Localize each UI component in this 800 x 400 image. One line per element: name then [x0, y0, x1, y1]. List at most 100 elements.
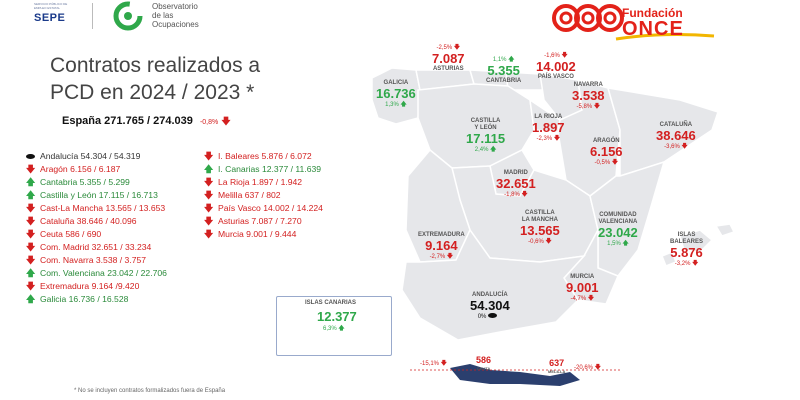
arrow-down-icon: 🡇: [26, 164, 36, 174]
list-item-text: Galicia 16.736 / 16.528: [40, 294, 129, 304]
arrow-up-icon: 🡅: [26, 177, 36, 187]
arrow-down-icon: 🡇: [204, 151, 214, 161]
list-item-text: Cast-La Mancha 13.565 / 13.653: [40, 203, 166, 213]
canarias-name: ISLAS CANARIAS: [305, 300, 357, 306]
map-cataluna: [606, 87, 719, 178]
arrow-down-icon: 🡇: [204, 216, 214, 226]
region-paisvasco: -1,6% 🡇 14.002 PAÍS VASCO: [536, 53, 576, 80]
list-item: 🡅 Cantabria 5.355 / 5.299: [26, 176, 167, 189]
list-item-text: Murcia 9.001 / 9.444: [218, 229, 297, 239]
footnote: * No se incluyen contratos formalizados …: [74, 388, 226, 394]
list-item-text: Ceuta 586 / 690: [40, 229, 102, 239]
arrow-down-icon: 🡇: [692, 261, 699, 267]
arrow-down-icon: 🡇: [204, 177, 214, 187]
canarias-inset: ISLAS CANARIAS 12.377 6,3% 🡅: [276, 296, 392, 356]
list-item: 🡇 Cast-La Mancha 13.565 / 13.653: [26, 202, 167, 215]
map-africa-coast: [450, 364, 580, 386]
observatorio-line2: de las: [152, 11, 174, 20]
arrow-down-icon: 🡇: [204, 203, 214, 213]
sepe-label: SEPE: [34, 12, 66, 24]
map-baleares: [679, 229, 714, 253]
sepe-logo: SERVICIO PÚBLICO DE EMPLEO ESTATAL SEPE: [34, 2, 74, 28]
region-ceuta: 586 CEUTA: [476, 355, 492, 371]
list-item: 🡅 Castilla y León 17.115 / 16.713: [26, 189, 167, 202]
arrow-down-icon: 🡇: [446, 254, 454, 260]
arrow-down-icon: 🡇: [611, 160, 619, 166]
list-item-text: Aragón 6.156 / 6.187: [40, 164, 121, 174]
arrow-up-icon: 🡅: [400, 102, 407, 108]
arrow-down-icon: 🡇: [593, 104, 601, 110]
list-item: 🡇 La Rioja 1.897 / 1.942: [204, 176, 323, 189]
list-item: 🡅 Galicia 16.736 / 16.528: [26, 293, 167, 306]
canarias-pct: 6,3% 🡅: [323, 326, 345, 332]
map-andalucia: [401, 228, 586, 341]
region-castillaleon: CASTILLA Y LEÓN 17.115 2,4% 🡅: [466, 118, 506, 153]
observatorio-line1: Observatorio: [152, 2, 198, 11]
arrow-down-icon: 🡇: [440, 361, 447, 367]
region-madrid: MADRID 32.651 -1,8% 🡇: [496, 170, 536, 198]
spain-total-text: España 271.765 / 274.039: [62, 115, 193, 127]
header-divider: [92, 3, 93, 29]
once-label: ONCE: [622, 18, 684, 40]
region-rioja: LA RIOJA 1.897 -2,3% 🡇: [532, 114, 565, 142]
arrow-down-icon: 🡇: [26, 229, 36, 239]
arrow-down-icon: 🡇: [204, 190, 214, 200]
page-title: Contratos realizados a PCD en 2024 / 202…: [50, 52, 350, 106]
list-item-text: Extremadura 9.164 /9.420: [40, 281, 140, 291]
region-aragon: ARAGÓN 6.156 -0,5% 🡇: [590, 138, 623, 166]
list-item-text: Com. Madrid 32.651 / 33.234: [40, 242, 152, 252]
region-extremadura: EXTREMADURA 9.164 -2,7% 🡇: [418, 232, 465, 260]
region-list-right: 🡇 I. Baleares 5.876 / 6.072 🡅 I. Canarias 1…: [204, 150, 323, 241]
list-item: 🡇 Com. Navarra 3.538 / 3.757: [26, 254, 167, 267]
list-item-text: La Rioja 1.897 / 1.942: [218, 177, 303, 187]
list-item: 🡇 Melilla 637 / 802: [204, 189, 323, 202]
arrow-down-icon: 🡇: [453, 45, 461, 51]
list-item-text: País Vasco 14.002 / 14.224: [218, 203, 323, 213]
region-andalucia: ANDALUCÍA 54.304 0%: [470, 292, 510, 320]
region-galicia: GALICIA 16.736 1,3% 🡅: [376, 80, 416, 108]
list-item-text: Asturias 7.087 / 7.270: [218, 216, 302, 226]
list-item-text: I. Canarias 12.377 / 11.639: [218, 164, 322, 174]
sepe-small-text: SERVICIO PÚBLICO DE EMPLEO ESTATAL: [34, 2, 68, 10]
list-item: 🡇 I. Baleares 5.876 / 6.072: [204, 150, 323, 163]
arrow-down-icon: 🡇: [553, 136, 561, 142]
arrow-down-icon: 🡇: [204, 229, 214, 239]
arrow-down-icon: 🡇: [26, 203, 36, 213]
list-item-text: I. Baleares 5.876 / 6.072: [218, 151, 312, 161]
list-item: 🡇 Asturias 7.087 / 7.270: [204, 215, 323, 228]
arrow-down-icon: 🡇: [26, 281, 36, 291]
list-item: 🡇 Cataluña 38.646 / 40.096: [26, 215, 167, 228]
arrow-up-icon: 🡅: [508, 57, 515, 63]
observatorio-text: Observatorio de las Ocupaciones: [152, 2, 199, 29]
arrow-down-icon: 🡇: [26, 242, 36, 252]
region-cantabria: 1,1% 🡅 5.355 CANTABRIA: [486, 57, 522, 84]
region-valenciana: COMUNIDAD VALENCIANA 23.042 1,5% 🡅: [598, 212, 638, 247]
arrow-down-icon: 🡇: [545, 239, 552, 245]
list-item: 🡇 Extremadura 9.164 /9.420: [26, 280, 167, 293]
list-item: Andalucía 54.304 / 54.319: [26, 150, 167, 163]
arrow-down-icon: 🡇: [221, 116, 231, 126]
title-line2: PCD en 2024 / 2023 *: [50, 81, 255, 104]
arrow-down-icon: 🡇: [521, 192, 528, 198]
region-cataluna: CATALUÑA 38.646 -3,6% 🡇: [656, 122, 696, 150]
list-item-text: Com. Valenciana 23.042 / 22.706: [40, 268, 167, 278]
list-item-text: Melilla 637 / 802: [218, 190, 281, 200]
arrow-down-icon: 🡇: [681, 144, 688, 150]
arrow-down-icon: 🡇: [594, 365, 601, 371]
arrow-down-icon: 🡇: [26, 255, 36, 265]
list-item-text: Cantabria 5.355 / 5.299: [40, 177, 130, 187]
arrow-down-icon: 🡇: [561, 53, 568, 59]
observatorio-line3: Ocupaciones: [152, 20, 199, 29]
arrow-down-icon: 🡇: [26, 216, 36, 226]
region-list-left: Andalucía 54.304 / 54.319 🡇 Aragón 6.156 /…: [26, 150, 167, 306]
canarias-value: 12.377: [317, 309, 357, 324]
list-item-text: Castilla y León 17.115 / 16.713: [40, 190, 158, 200]
list-item: 🡅 I. Canarias 12.377 / 11.639: [204, 163, 323, 176]
list-item: 🡇 Com. Madrid 32.651 / 33.234: [26, 241, 167, 254]
arrow-down-icon: 🡇: [587, 296, 595, 302]
spain-pct: -0,8%: [199, 119, 219, 126]
list-item: 🡇 Aragón 6.156 / 6.187: [26, 163, 167, 176]
melilla-pct: -20,6% 🡇: [574, 365, 601, 371]
list-item: 🡇 País Vasco 14.002 / 14.224: [204, 202, 323, 215]
